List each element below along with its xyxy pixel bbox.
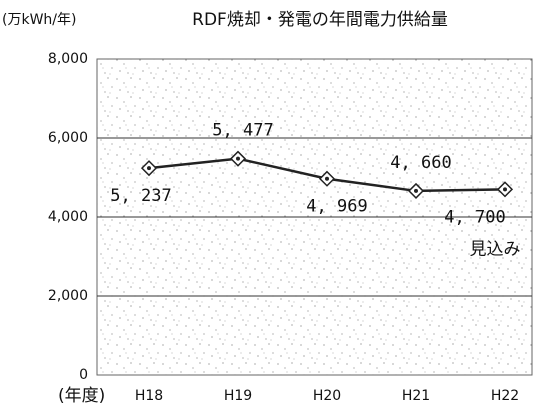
chart-title: RDF焼却・発電の年間電力供給量 (192, 10, 448, 30)
y-tick-label: 0 (79, 367, 88, 383)
x-tick-label: H20 (313, 388, 341, 404)
y-axis-label: (万kWh/年) (2, 12, 76, 28)
y-tick-label: 8,000 (48, 51, 88, 67)
data-label: 4, 700 (444, 207, 505, 227)
annotation: 見込み (470, 239, 521, 259)
x-tick-label: H21 (402, 388, 430, 404)
marker-dot (503, 187, 507, 192)
y-tick-label: 2,000 (48, 288, 88, 304)
data-label: 5, 477 (212, 121, 273, 141)
y-tick-label: 6,000 (48, 130, 88, 146)
x-tick-label: H18 (135, 388, 163, 404)
data-label: 4, 969 (306, 197, 367, 217)
x-tick-label: H22 (491, 388, 519, 404)
marker-dot (236, 156, 240, 161)
marker-dot (414, 188, 418, 193)
x-axis-label: (年度) (58, 386, 105, 406)
x-tick-label: H19 (224, 388, 252, 404)
marker-dot (147, 166, 151, 171)
y-tick-label: 4,000 (48, 209, 88, 225)
marker-dot (325, 176, 329, 181)
data-label: 4, 660 (390, 153, 451, 173)
data-label: 5, 237 (110, 186, 171, 206)
